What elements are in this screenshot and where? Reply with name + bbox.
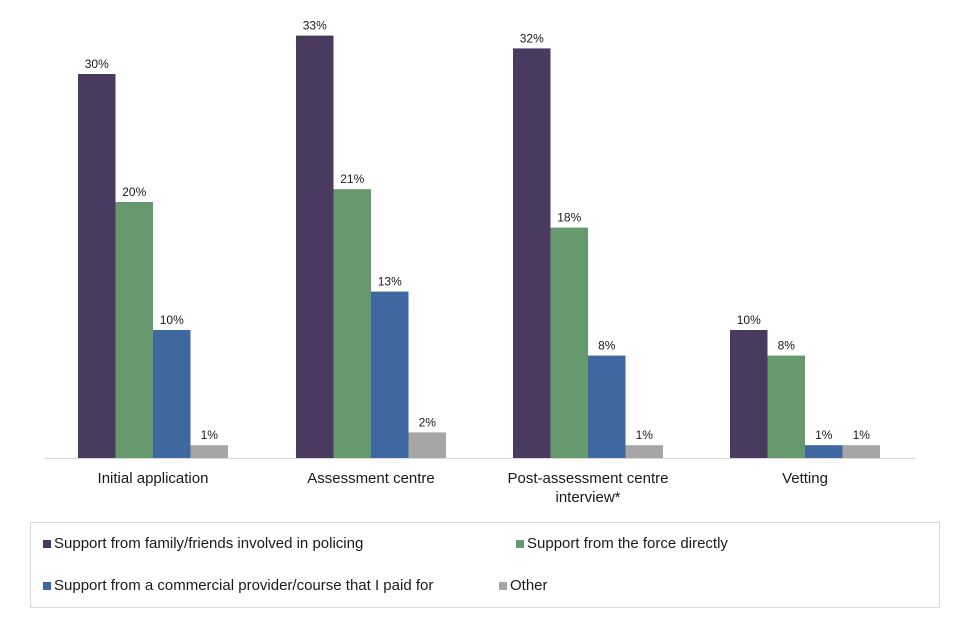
data-label: 32% (520, 31, 544, 45)
category-label-line: Vetting (782, 470, 828, 487)
bar (513, 48, 551, 459)
category-label: Post-assessment centre interview* (508, 470, 669, 506)
legend-swatch (499, 581, 507, 590)
bar (550, 227, 588, 458)
bar (296, 35, 334, 458)
bar (588, 355, 626, 458)
bar (333, 189, 371, 458)
legend-label: Support from the force directly (527, 535, 728, 552)
data-label: 1% (201, 428, 219, 442)
legend-swatch (43, 539, 51, 548)
data-label: 1% (815, 428, 833, 442)
data-label: 1% (636, 428, 654, 442)
bar (153, 330, 191, 458)
legend-label: Support from family/friends involved in … (54, 535, 364, 552)
data-label: 8% (598, 339, 616, 353)
data-label: 8% (778, 339, 796, 353)
data-label: 30% (85, 57, 109, 71)
bar (767, 355, 805, 458)
data-label: 20% (122, 185, 146, 199)
category-label: Assessment centre (307, 470, 435, 487)
legend-item-force-directly: Support from the force directly (516, 535, 728, 552)
data-label: 10% (160, 313, 184, 327)
bar (78, 74, 116, 458)
data-label: 10% (737, 313, 761, 327)
category-label-line: Assessment centre (307, 470, 435, 487)
legend-swatch (43, 581, 51, 590)
category-label-line: interview* (555, 489, 620, 506)
data-label: 2% (419, 415, 437, 429)
legend-label: Support from a commercial provider/cours… (54, 577, 434, 594)
bar (408, 432, 446, 458)
category-label: Vetting (782, 470, 828, 487)
bar (842, 445, 880, 458)
category-label: Initial application (98, 470, 209, 487)
data-label: 21% (340, 172, 364, 186)
bars-group (78, 35, 880, 459)
category-labels-group: Initial application Assessment centre Post… (98, 470, 828, 506)
category-label-line: Initial application (98, 470, 209, 487)
bar (805, 445, 843, 458)
data-label: 1% (853, 428, 871, 442)
category-label-line: Post-assessment centre (508, 470, 669, 487)
data-label: 13% (378, 275, 402, 289)
legend-item-commercial-provider: Support from a commercial provider/cours… (43, 577, 433, 594)
bar (730, 330, 768, 458)
bar-chart: 30% 33% 32% 10% 20% 21% 18% 8% 10% 13% 8% 1% 1% 2% 1% 1… (45, 19, 915, 506)
bar (625, 445, 663, 458)
legend-item-other: Other (499, 577, 548, 594)
bar (190, 445, 228, 458)
bar (115, 202, 153, 458)
legend-label: Other (510, 577, 548, 594)
data-label: 18% (557, 211, 581, 225)
bar (371, 291, 409, 458)
data-label: 33% (303, 19, 327, 33)
legend: Support from family/friends involved in … (30, 522, 940, 608)
value-labels-group: 30% 33% 32% 10% 20% 21% 18% 8% 10% 13% 8% 1% 1% 2% 1% 1… (85, 19, 871, 443)
legend-item-family-friends: Support from family/friends involved in … (43, 535, 363, 552)
legend-swatch (516, 539, 524, 548)
